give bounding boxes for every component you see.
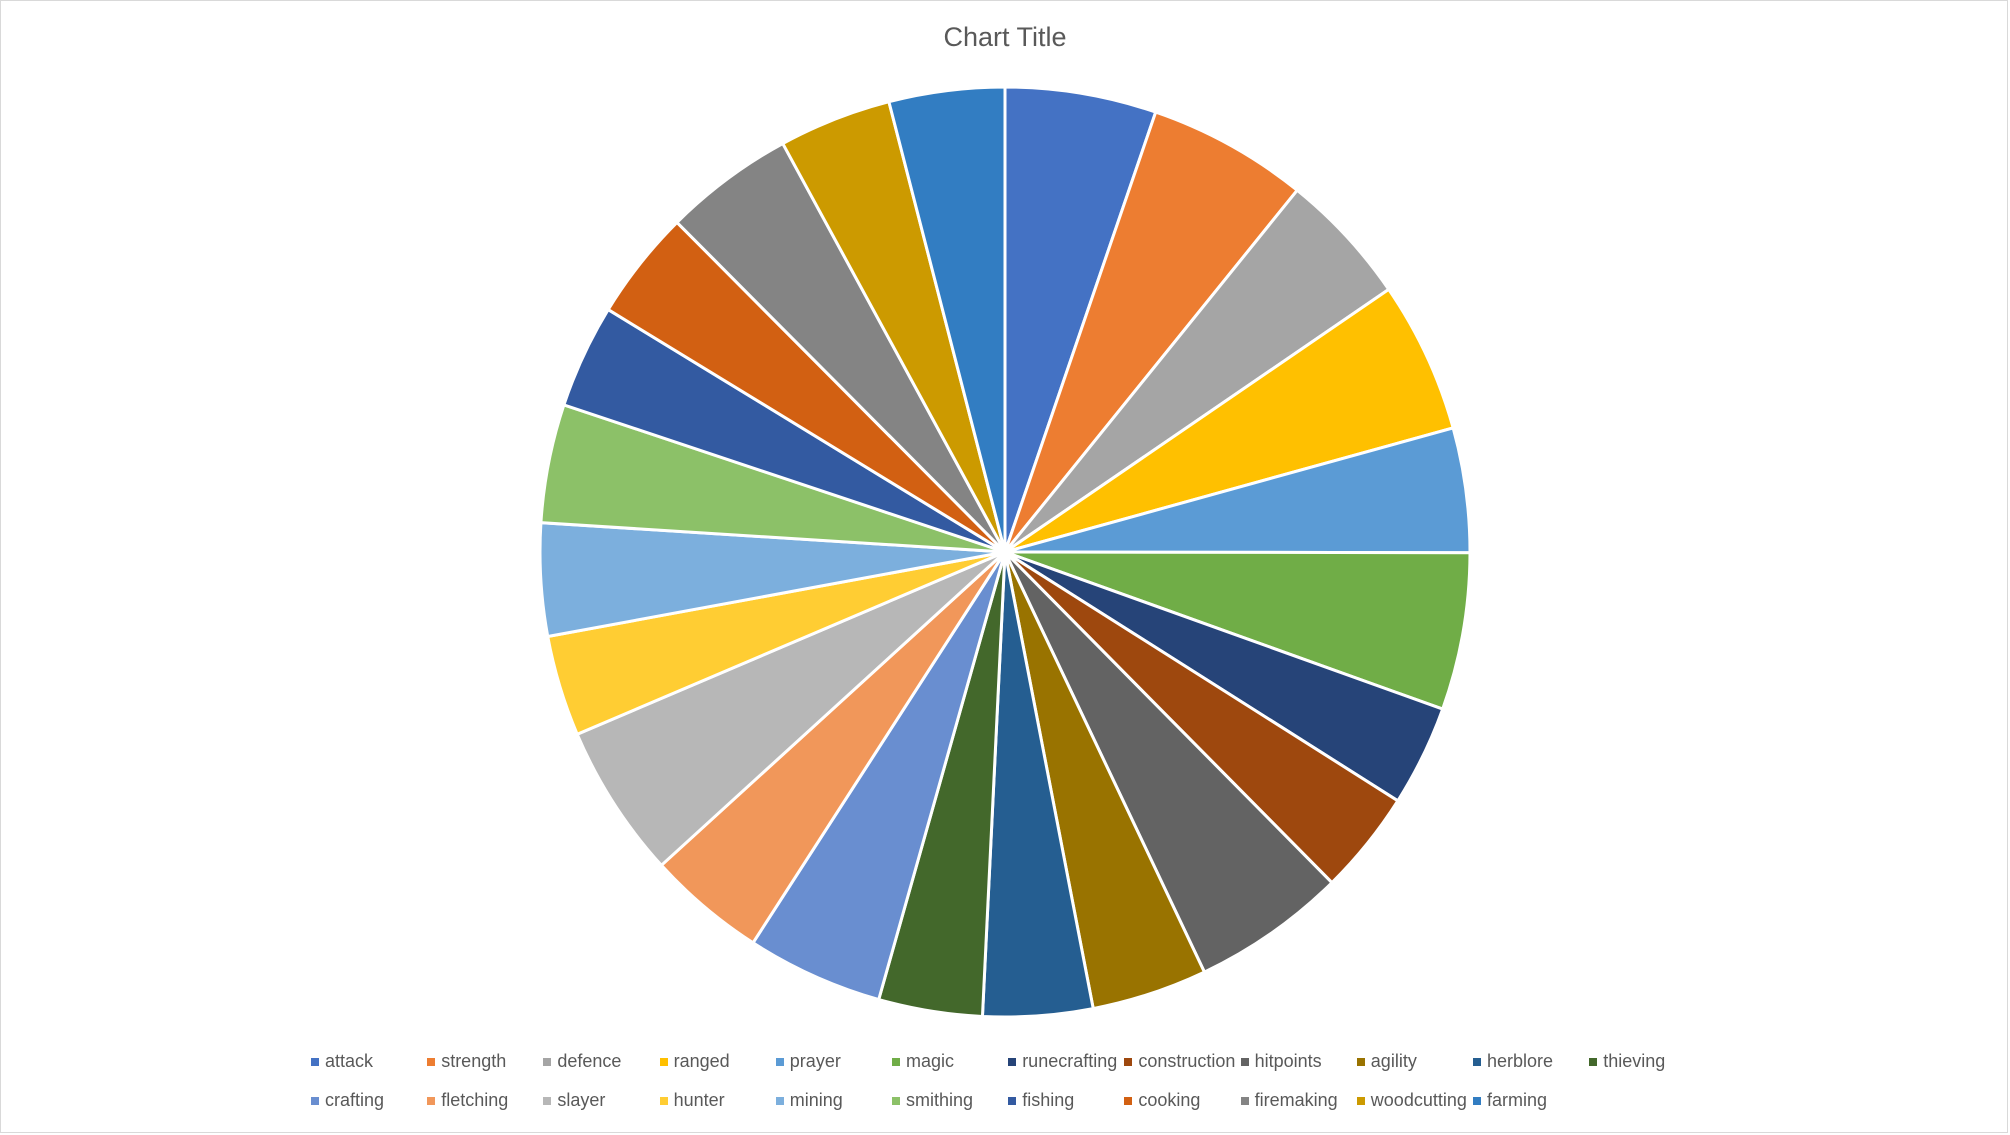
pie-slice-farming bbox=[887, 85, 1007, 553]
pie-slice-strength bbox=[1003, 110, 1300, 553]
pie-slice-attack bbox=[1003, 85, 1158, 553]
pie-slice-slayer bbox=[575, 550, 1007, 868]
pie-slice-ranged bbox=[1004, 287, 1455, 554]
chart-title: Chart Title bbox=[943, 22, 1067, 52]
pie-slice-magic bbox=[1004, 550, 1472, 711]
pie-slice-hitpoints bbox=[1003, 550, 1335, 975]
